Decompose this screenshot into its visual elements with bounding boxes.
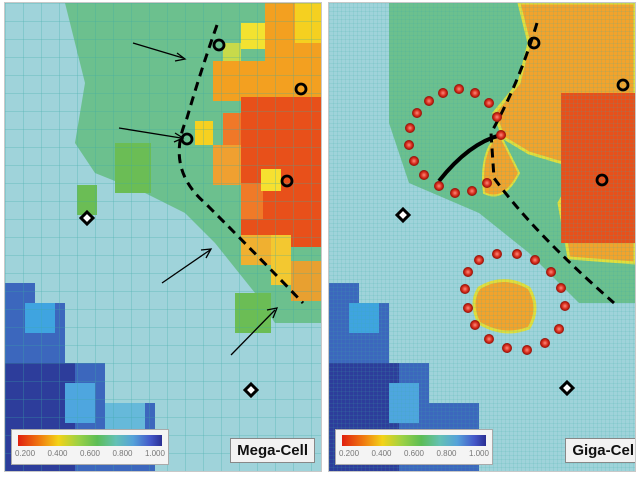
packer-ring-lower [460,249,570,355]
giga-cell-panel: 0.200 0.400 0.600 0.800 1.000 Giga-Cel [328,2,636,472]
mega-cell-label: Mega-Cell [230,438,315,463]
wellbore-path [437,133,502,183]
giga-cell-label: Giga-Cel [565,438,635,463]
colorbar-tick: 0.800 [436,449,457,458]
packer-ring-upper [404,84,506,198]
colorbar-tick: 0.200 [15,449,36,458]
colorbar-left: 0.200 0.400 0.600 0.800 1.000 [11,429,169,465]
well-circles [180,38,308,188]
colorbar-right: 0.200 0.400 0.600 0.800 1.000 [335,429,493,465]
colorbar-tick: 1.000 [144,449,165,458]
well-circles [527,36,630,187]
diamond-markers [78,209,260,399]
colorbar-tick: 0.400 [371,449,392,458]
colorbar-tick: 0.600 [79,449,100,458]
mega-cell-map [5,3,321,471]
colorbar-tick: 1.000 [468,449,489,458]
mega-cell-panel: 0.200 0.400 0.600 0.800 1.000 Mega-Cell [4,2,322,472]
arrow-markers [118,42,279,356]
colorbar-tick: 0.600 [403,449,424,458]
colorbar-tick: 0.400 [47,449,68,458]
front-dashed-line [177,24,305,305]
colorbar-tick: 0.800 [112,449,133,458]
diamond-markers [394,206,576,397]
giga-cell-map [329,3,635,471]
colorbar-gradient [342,435,486,446]
colorbar-gradient [18,435,162,446]
colorbar-tick: 0.200 [339,449,360,458]
